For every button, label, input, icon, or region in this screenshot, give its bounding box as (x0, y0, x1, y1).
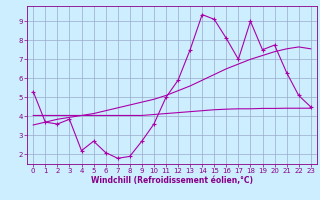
X-axis label: Windchill (Refroidissement éolien,°C): Windchill (Refroidissement éolien,°C) (91, 176, 253, 185)
